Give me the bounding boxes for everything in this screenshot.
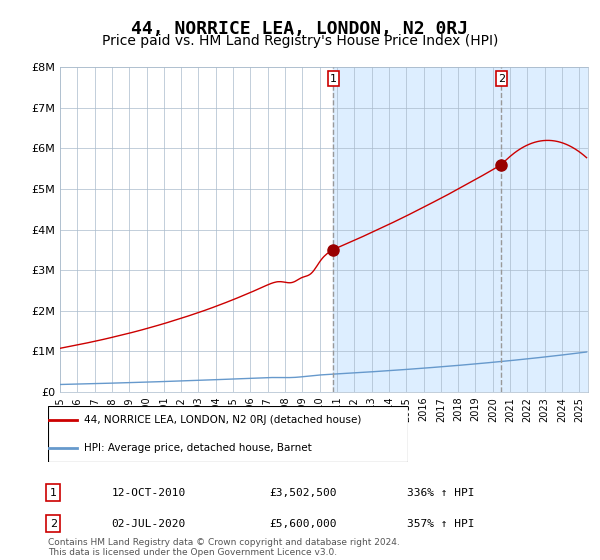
Point — [44, 417, 52, 423]
Text: 44, NORRICE LEA, LONDON, N2 0RJ (detached house): 44, NORRICE LEA, LONDON, N2 0RJ (detache… — [84, 415, 361, 425]
Text: 02-JUL-2020: 02-JUL-2020 — [112, 519, 185, 529]
Point — [73, 445, 80, 451]
Text: 336% ↑ HPI: 336% ↑ HPI — [407, 488, 475, 498]
Text: 1: 1 — [330, 74, 337, 83]
Text: 44, NORRICE LEA, LONDON, N2 0RJ: 44, NORRICE LEA, LONDON, N2 0RJ — [131, 20, 469, 38]
Text: Price paid vs. HM Land Registry's House Price Index (HPI): Price paid vs. HM Land Registry's House … — [102, 34, 498, 48]
Text: HPI: Average price, detached house, Barnet: HPI: Average price, detached house, Barn… — [84, 443, 312, 453]
Point — [44, 445, 52, 451]
Text: £3,502,500: £3,502,500 — [270, 488, 337, 498]
Point — [73, 417, 80, 423]
Text: Contains HM Land Registry data © Crown copyright and database right 2024.
This d: Contains HM Land Registry data © Crown c… — [48, 538, 400, 557]
Text: 2: 2 — [498, 74, 505, 83]
Text: 1: 1 — [50, 488, 57, 498]
Text: £5,600,000: £5,600,000 — [270, 519, 337, 529]
Bar — [334, 67, 588, 392]
Text: 357% ↑ HPI: 357% ↑ HPI — [407, 519, 475, 529]
Text: 2: 2 — [50, 519, 57, 529]
FancyBboxPatch shape — [48, 406, 408, 462]
Text: 12-OCT-2010: 12-OCT-2010 — [112, 488, 185, 498]
